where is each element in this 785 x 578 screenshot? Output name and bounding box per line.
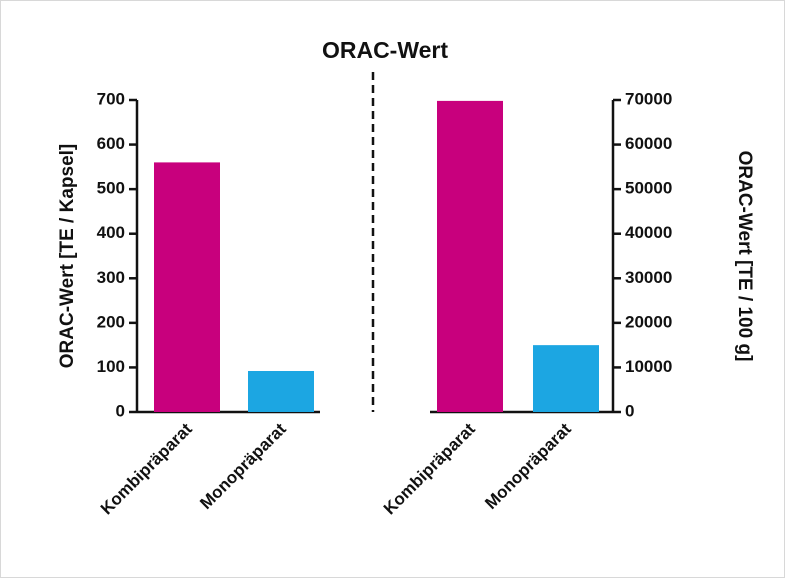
y-tick-label: 500: [97, 179, 125, 198]
y-tick-label: 600: [97, 134, 125, 153]
bar: [248, 370, 314, 412]
y2-tick-label: 20000: [625, 312, 672, 331]
y2-tick-label: 0: [625, 401, 634, 420]
y2-tick-label: 10000: [625, 357, 672, 376]
y-tick-label: 0: [116, 401, 125, 420]
y-tick-label: 100: [97, 357, 125, 376]
y-tick-label: 300: [97, 268, 125, 287]
y-tick-label: 400: [97, 223, 125, 242]
y2-tick-label: 50000: [625, 179, 672, 198]
y-tick-label: 700: [97, 89, 125, 108]
bar: [154, 162, 220, 412]
chart-title: ORAC-Wert: [322, 37, 448, 63]
y2-tick-label: 30000: [625, 268, 672, 287]
y2-axis-label: ORAC-Wert [TE / 100 g]: [734, 151, 755, 362]
y2-tick-label: 70000: [625, 89, 672, 108]
y-tick-label: 200: [97, 312, 125, 331]
bar: [533, 345, 599, 412]
y-axis-label: ORAC-Wert [TE / Kapsel]: [57, 144, 78, 369]
y2-tick-label: 60000: [625, 134, 672, 153]
y2-tick-label: 40000: [625, 223, 672, 242]
bar: [437, 100, 503, 413]
